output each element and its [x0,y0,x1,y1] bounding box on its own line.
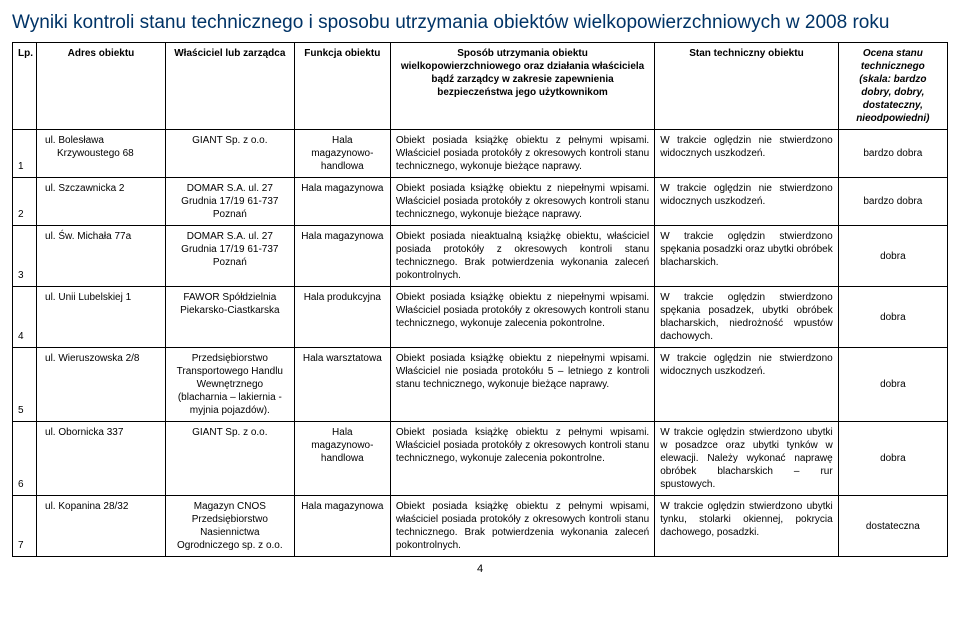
cell-lp: 2 [13,178,37,226]
header-address: Adres obiektu [37,43,166,130]
cell-maint: Obiekt posiada książkę obiektu z pełnymi… [390,496,654,557]
cell-own: Przedsiębiorstwo Transportowego Handlu W… [165,348,294,422]
header-lp: Lp. [13,43,37,130]
results-table: Lp. Adres obiektu Właściciel lub zarządc… [12,42,948,557]
cell-maint: Obiekt posiada książkę obiektu z niepełn… [390,348,654,422]
cell-own: GIANT Sp. z o.o. [165,422,294,496]
header-state: Stan techniczny obiektu [655,43,839,130]
cell-eval: dobra [838,287,947,348]
header-function: Funkcja obiektu [294,43,390,130]
cell-maint: Obiekt posiada książkę obiektu z pełnymi… [390,422,654,496]
cell-lp: 5 [13,348,37,422]
header-maintenance: Sposób utrzymania obiektu wielkopowierzc… [390,43,654,130]
cell-eval: dobra [838,348,947,422]
cell-eval: dobra [838,422,947,496]
cell-state: W trakcie oględzin nie stwierdzono widoc… [655,130,839,178]
cell-addr: ul. Bolesława Krzywoustego 68 [37,130,166,178]
cell-addr: ul. Szczawnicka 2 [37,178,166,226]
header-evaluation: Ocena stanu technicznego (skala: bardzo … [838,43,947,130]
cell-state: W trakcie oględzin nie stwierdzono widoc… [655,178,839,226]
cell-own: FAWOR Spółdzielnia Piekarsko-Ciastkarska [165,287,294,348]
table-row: 3ul. Św. Michała 77aDOMAR S.A. ul. 27 Gr… [13,226,948,287]
cell-state: W trakcie oględzin stwierdzono spękania … [655,226,839,287]
cell-own: DOMAR S.A. ul. 27 Grudnia 17/19 61-737 P… [165,226,294,287]
cell-addr: ul. Św. Michała 77a [37,226,166,287]
cell-lp: 7 [13,496,37,557]
cell-lp: 6 [13,422,37,496]
cell-maint: Obiekt posiada książkę obiektu z pełnymi… [390,130,654,178]
cell-own: GIANT Sp. z o.o. [165,130,294,178]
cell-state: W trakcie oględzin nie stwierdzono widoc… [655,348,839,422]
cell-func: Hala produkcyjna [294,287,390,348]
cell-own: Magazyn CNOS Przedsiębiorstwo Nasiennict… [165,496,294,557]
table-row: 4ul. Unii Lubelskiej 1FAWOR Spółdzielnia… [13,287,948,348]
cell-state: W trakcie oględzin stwierdzono ubytki ty… [655,496,839,557]
cell-maint: Obiekt posiada książkę obiektu z niepełn… [390,178,654,226]
page-title: Wyniki kontroli stanu technicznego i spo… [12,12,948,34]
table-row: 1ul. Bolesława Krzywoustego 68GIANT Sp. … [13,130,948,178]
table-header-row: Lp. Adres obiektu Właściciel lub zarządc… [13,43,948,130]
cell-own: DOMAR S.A. ul. 27 Grudnia 17/19 61-737 P… [165,178,294,226]
cell-addr: ul. Kopanina 28/32 [37,496,166,557]
cell-maint: Obiekt posiada nieaktualną książkę obiek… [390,226,654,287]
table-row: 7ul. Kopanina 28/32Magazyn CNOS Przedsię… [13,496,948,557]
cell-eval: dobra [838,226,947,287]
cell-state: W trakcie oględzin stwierdzono ubytki w … [655,422,839,496]
table-row: 6ul. Obornicka 337GIANT Sp. z o.o.Hala m… [13,422,948,496]
cell-func: Hala magazynowo-handlowa [294,130,390,178]
cell-lp: 3 [13,226,37,287]
cell-addr: ul. Unii Lubelskiej 1 [37,287,166,348]
cell-lp: 1 [13,130,37,178]
cell-func: Hala magazynowa [294,496,390,557]
table-row: 5ul. Wieruszowska 2/8Przedsiębiorstwo Tr… [13,348,948,422]
cell-func: Hala magazynowa [294,178,390,226]
cell-func: Hala warsztatowa [294,348,390,422]
cell-eval: bardzo dobra [838,178,947,226]
cell-func: Hala magazynowa [294,226,390,287]
cell-maint: Obiekt posiada książkę obiektu z niepełn… [390,287,654,348]
cell-addr: ul. Wieruszowska 2/8 [37,348,166,422]
page-number: 4 [12,563,948,575]
cell-func: Hala magazynowo-handlowa [294,422,390,496]
cell-addr: ul. Obornicka 337 [37,422,166,496]
table-row: 2ul. Szczawnicka 2DOMAR S.A. ul. 27 Grud… [13,178,948,226]
cell-eval: dostateczna [838,496,947,557]
cell-state: W trakcie oględzin stwierdzono spękania … [655,287,839,348]
cell-eval: bardzo dobra [838,130,947,178]
cell-lp: 4 [13,287,37,348]
header-owner: Właściciel lub zarządca [165,43,294,130]
